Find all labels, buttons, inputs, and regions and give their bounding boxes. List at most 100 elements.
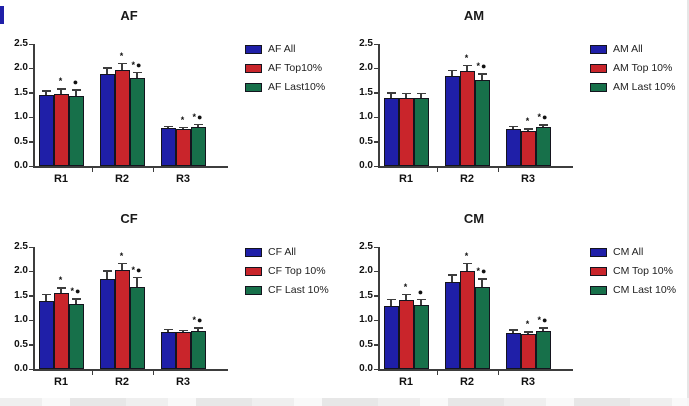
error-bar-cap [508, 329, 518, 331]
y-tick-mark [374, 165, 378, 167]
error-bar-cap [523, 331, 533, 333]
y-tick-label: 0.5 [14, 338, 28, 350]
x-category-label: R3 [175, 376, 191, 388]
y-tick-mark [374, 43, 378, 45]
x-category-label: R1 [53, 173, 69, 185]
legend-swatch-icon [245, 45, 262, 54]
bar [190, 330, 206, 369]
legend-swatch-icon [590, 83, 607, 92]
error-bar-cap [477, 278, 487, 280]
significance-marker: *● [537, 112, 549, 123]
legend-swatch-icon [245, 267, 262, 276]
bar [68, 95, 84, 166]
bar [53, 94, 69, 166]
x-category-label: R3 [175, 173, 191, 185]
significance-marker: * [119, 250, 125, 261]
error-bar-stem [405, 293, 407, 300]
chart-title: CF [120, 211, 138, 226]
y-tick-mark [374, 246, 378, 248]
error-bar-stem [75, 298, 77, 305]
bar [129, 78, 145, 166]
y-tick-mark [29, 368, 33, 370]
bar [413, 305, 429, 369]
x-tick-mark [497, 168, 499, 172]
error-bar-cap [401, 92, 411, 95]
error-bar-cap [41, 293, 51, 296]
y-tick-label: 0.5 [359, 135, 373, 147]
error-bar-cap [401, 293, 411, 296]
error-bar-cap [508, 125, 518, 128]
bar [38, 95, 54, 166]
significance-marker: ● [72, 77, 80, 88]
y-tick-mark [29, 246, 33, 248]
error-bar-cap [117, 62, 127, 65]
error-bar-stem [420, 298, 422, 306]
error-bar-stem [390, 92, 392, 98]
bar [535, 126, 551, 166]
y-tick-label: 2.5 [14, 241, 28, 252]
error-bar-cap [386, 92, 396, 94]
y-tick-mark [374, 92, 378, 94]
error-bar-stem [106, 67, 108, 74]
error-bar-cap [416, 298, 426, 301]
significance-marker: * [403, 281, 409, 292]
y-tick-mark [29, 165, 33, 167]
y-axis [33, 44, 35, 168]
error-bar-stem [121, 262, 123, 270]
y-tick-label: 0.0 [359, 160, 373, 171]
bar [160, 331, 176, 369]
x-tick-mark [436, 371, 438, 375]
y-tick-mark [374, 368, 378, 370]
chart-title: AF [120, 8, 138, 23]
x-tick-mark [436, 168, 438, 172]
bar [114, 69, 130, 166]
error-bar-cap [447, 274, 457, 276]
error-bar-stem [390, 298, 392, 306]
error-bar-cap [477, 73, 487, 75]
bar [190, 126, 206, 166]
y-axis [378, 247, 380, 371]
y-tick-label: 2.0 [359, 265, 373, 277]
error-bar-stem [136, 276, 138, 287]
error-bar-cap [462, 262, 472, 265]
y-tick-mark [29, 141, 33, 143]
x-category-label: R1 [398, 376, 414, 388]
bar [114, 269, 130, 369]
y-tick-label: 0.5 [359, 338, 373, 350]
y-tick-mark [374, 344, 378, 346]
error-bar-stem [542, 327, 544, 331]
chart-panel-am: AM 0.0 0.5 1.0 1.5 2.0 2.5 R1 R2 * *● R3 * *● AM All AM… [345, 0, 689, 203]
bar [535, 330, 551, 369]
y-tick-label: 1.0 [14, 111, 28, 123]
y-tick-label: 1.5 [14, 86, 28, 98]
legend-swatch-icon [590, 64, 607, 73]
error-bar-cap [462, 64, 472, 67]
y-tick-label: 2.0 [14, 265, 28, 277]
significance-marker: * [464, 52, 470, 63]
error-bar-stem [136, 71, 138, 79]
significance-marker: * [119, 50, 125, 61]
legend-label: AM Last 10% [613, 81, 676, 93]
significance-marker: *● [537, 315, 549, 326]
error-bar-stem [121, 62, 123, 70]
bar [505, 128, 521, 166]
legend-label: CF All [268, 246, 297, 258]
bar [383, 97, 399, 166]
y-tick-mark [29, 344, 33, 346]
legend-label: AF Last10% [268, 81, 326, 93]
error-bar-stem [60, 287, 62, 294]
legend-swatch-icon [245, 248, 262, 257]
significance-marker: *● [192, 111, 204, 122]
error-bar-cap [102, 270, 112, 272]
error-bar-stem [481, 73, 483, 81]
bar [175, 332, 191, 369]
significance-marker: *● [476, 266, 488, 277]
significance-marker: *● [131, 59, 143, 70]
legend-label: AF Top10% [268, 62, 323, 74]
error-bar-cap [416, 92, 426, 95]
error-bar-stem [45, 90, 47, 96]
y-tick-mark [29, 43, 33, 45]
y-tick-mark [374, 319, 378, 322]
legend-swatch-icon [590, 267, 607, 276]
